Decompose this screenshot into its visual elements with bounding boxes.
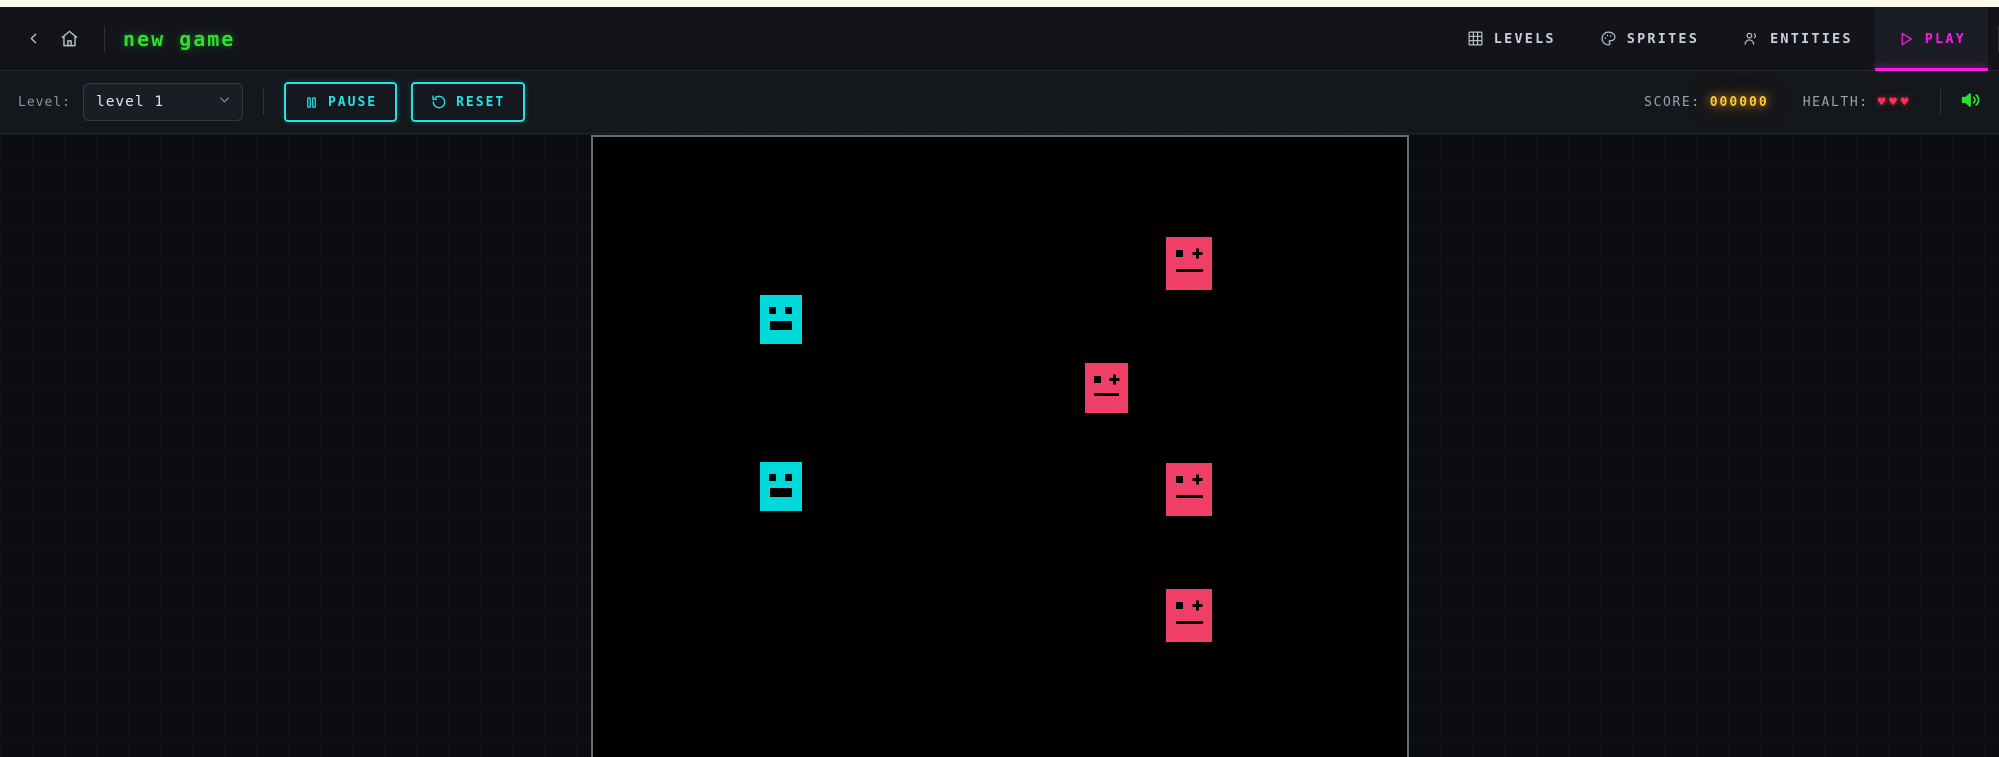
health-stat: HEALTH: ♥ ♥ ♥ <box>1803 95 1910 110</box>
pause-icon <box>304 95 319 110</box>
project-title: new game <box>123 26 236 51</box>
tab-levels-label: LEVELS <box>1493 30 1556 47</box>
score-stat: SCORE: 000000 <box>1644 95 1769 110</box>
tab-entities[interactable]: ENTITIES <box>1721 7 1875 71</box>
level-select-label: Level: <box>18 94 71 110</box>
play-icon <box>1897 30 1915 48</box>
home-icon <box>60 29 79 48</box>
game-stage <box>0 134 1999 757</box>
play-toolbar: Level: level 1 PAUSE RESET SCORE: 000000 <box>0 71 1999 134</box>
palette-icon <box>1600 30 1617 47</box>
sprite-player[interactable] <box>760 295 802 344</box>
sprite-enemy[interactable] <box>1166 463 1212 516</box>
header-divider <box>104 25 105 52</box>
reset-button-label: RESET <box>456 94 506 110</box>
sprite-enemy[interactable] <box>1166 237 1212 290</box>
reset-icon <box>431 94 447 110</box>
tab-sprites-label: SPRITES <box>1626 30 1700 47</box>
grid-icon <box>1467 30 1484 47</box>
toolbar-divider <box>262 89 264 115</box>
heart-icon: ♥ <box>1877 94 1888 110</box>
tab-levels[interactable]: LEVELS <box>1445 7 1578 71</box>
app-header: new game LEVELS SPRITES ENTITIES <box>0 6 1999 71</box>
sprite-enemy[interactable] <box>1085 363 1128 413</box>
tab-entities-label: ENTITIES <box>1770 30 1853 47</box>
chevron-left-icon <box>25 30 42 47</box>
toolbar-right-divider <box>1940 89 1941 115</box>
back-button[interactable] <box>16 22 50 56</box>
pause-button-label: PAUSE <box>327 94 378 110</box>
chevron-down-icon <box>217 93 232 112</box>
home-button[interactable] <box>52 22 86 56</box>
reset-button[interactable]: RESET <box>411 82 526 122</box>
tab-sprites[interactable]: SPRITES <box>1578 7 1721 71</box>
sound-toggle-button[interactable] <box>1959 89 1981 115</box>
level-select[interactable]: level 1 <box>82 83 243 121</box>
browser-chrome-strip <box>0 0 1999 7</box>
pause-button[interactable]: PAUSE <box>283 82 398 122</box>
sprite-enemy[interactable] <box>1166 589 1212 642</box>
health-hearts: ♥ ♥ ♥ <box>1878 95 1910 110</box>
header-left-group: new game <box>0 22 235 56</box>
speaker-on-icon <box>1959 89 1981 115</box>
tab-play-label: PLAY <box>1924 30 1966 47</box>
game-canvas[interactable] <box>591 135 1409 757</box>
score-label: SCORE: <box>1644 94 1701 110</box>
score-value: 000000 <box>1709 94 1769 110</box>
users-icon <box>1743 30 1760 47</box>
tab-play[interactable]: PLAY <box>1874 6 1989 71</box>
heart-icon: ♥ <box>1889 94 1899 110</box>
heart-icon: ♥ <box>1900 94 1910 110</box>
level-select-value: level 1 <box>95 94 165 110</box>
sprite-player[interactable] <box>760 462 802 511</box>
health-label: HEALTH: <box>1802 94 1869 110</box>
main-nav: LEVELS SPRITES ENTITIES PLAY <box>1445 6 1999 71</box>
toolbar-status-group: SCORE: 000000 HEALTH: ♥ ♥ ♥ <box>1610 89 1981 115</box>
